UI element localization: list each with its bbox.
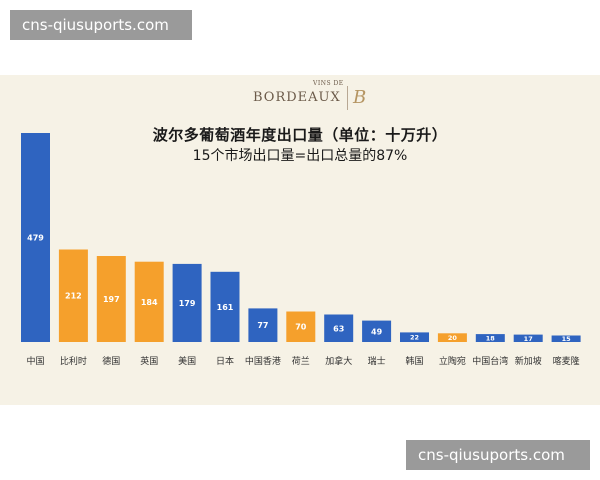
data-label-5: 161: [217, 303, 234, 312]
chart-panel: [0, 75, 600, 405]
data-label-10: 22: [410, 334, 419, 342]
logo-mark: B: [353, 87, 367, 108]
watermark-top: cns-qiusuports.com: [10, 10, 192, 40]
data-label-7: 70: [295, 323, 307, 332]
category-label-2: 德国: [102, 355, 120, 367]
bar-3: [134, 261, 164, 342]
category-label-0: 中国: [26, 355, 44, 367]
bar-4: [172, 263, 202, 342]
data-label-2: 197: [103, 295, 120, 304]
data-label-11: 20: [448, 334, 458, 342]
bar-2: [96, 256, 126, 342]
category-label-8: 加拿大: [325, 355, 352, 367]
bar-6: [248, 308, 278, 342]
data-label-14: 15: [562, 335, 572, 343]
category-label-14: 喀麦隆: [553, 355, 580, 367]
data-label-6: 77: [257, 321, 268, 330]
data-label-13: 17: [524, 335, 533, 343]
data-label-0: 479: [27, 234, 44, 243]
bar-13: [513, 334, 543, 342]
logo-small-text: VINS DE: [313, 80, 344, 87]
logo-main-text: BORDEAUX: [253, 90, 341, 105]
category-label-12: 中国台湾: [472, 355, 508, 367]
category-label-3: 英国: [140, 355, 158, 367]
bar-10: [400, 332, 429, 342]
watermark-bottom: cns-qiusuports.com: [406, 440, 590, 470]
category-label-7: 荷兰: [292, 355, 310, 367]
data-label-3: 184: [141, 298, 158, 307]
bar-5: [210, 271, 240, 342]
category-label-6: 中国香港: [245, 355, 281, 367]
bar-9: [362, 320, 392, 342]
data-label-1: 212: [65, 292, 82, 301]
data-label-4: 179: [179, 299, 196, 308]
category-label-11: 立陶宛: [439, 355, 466, 367]
bar-11: [437, 333, 467, 342]
category-label-9: 瑞士: [368, 355, 386, 367]
data-label-8: 63: [333, 324, 344, 333]
bar-0: [21, 133, 50, 342]
logo-divider: [347, 86, 348, 110]
chart-subtitle: 15个市场出口量=出口总量的87%: [192, 148, 408, 164]
bar-1: [58, 249, 88, 342]
category-label-13: 新加坡: [515, 355, 542, 367]
category-label-5: 日本: [216, 355, 234, 367]
bar-12: [475, 334, 505, 342]
chart-title: 波尔多葡萄酒年度出口量（单位：十万升）: [152, 126, 448, 144]
category-label-10: 韩国: [405, 355, 423, 367]
category-label-4: 美国: [178, 355, 196, 367]
bar-14: [551, 335, 581, 342]
category-label-1: 比利时: [60, 355, 87, 367]
data-label-12: 18: [486, 335, 496, 343]
bar-8: [324, 314, 354, 342]
bar-7: [286, 311, 316, 342]
data-label-9: 49: [371, 327, 383, 336]
